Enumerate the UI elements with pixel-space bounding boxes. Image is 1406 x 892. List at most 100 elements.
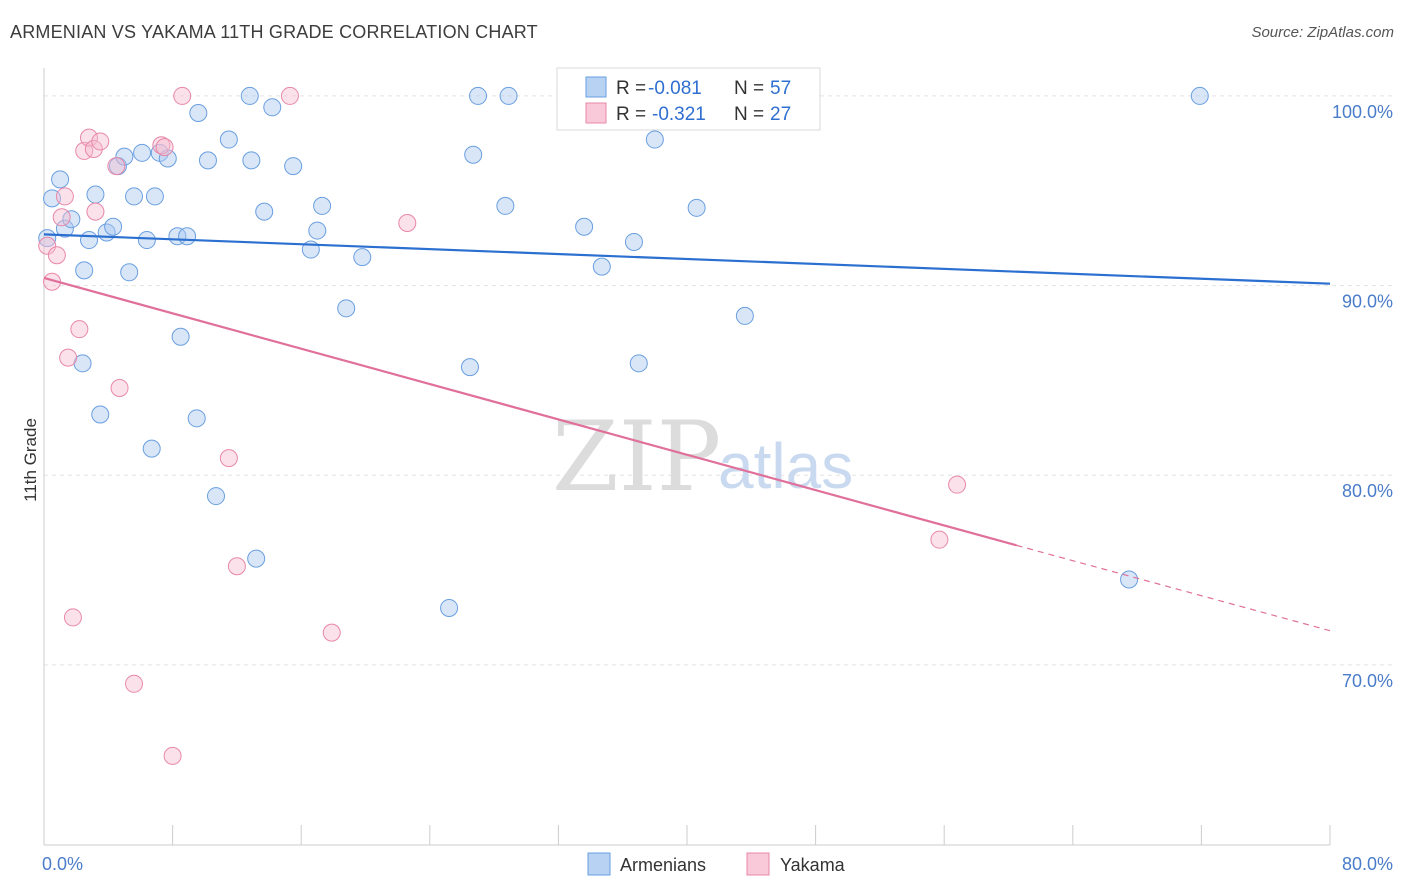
bottom-legend-swatch-armenians [587, 852, 611, 876]
armenian-point-11 [104, 217, 123, 236]
armenian-point-53 [687, 198, 706, 217]
bottom-legend-swatch-yakama [746, 852, 770, 876]
yakama-point-5 [59, 348, 78, 367]
legend-n-value-2: 27 [770, 104, 791, 125]
y-tick-label-100: 100.0% [1332, 102, 1393, 122]
yakama-point-17 [155, 138, 174, 157]
armenian-point-32 [247, 549, 266, 568]
armenian-point-37 [308, 221, 327, 240]
armenian-point-16 [133, 143, 152, 162]
armenian-point-26 [189, 103, 208, 122]
armenian-point-24 [178, 227, 197, 246]
legend-n-label-2: N = [734, 104, 764, 125]
yakama-point-13 [107, 157, 126, 176]
points-layer [38, 86, 1209, 765]
armenian-point-27 [198, 151, 217, 170]
legend-r-label-1: R = [616, 78, 646, 99]
yakama-point-24 [398, 213, 417, 232]
watermark: ZIP atlas [552, 401, 853, 513]
armenian-point-40 [353, 248, 372, 267]
armenian-point-35 [284, 157, 303, 176]
bottom-legend-armenians: Armenians [620, 855, 706, 875]
legend-r-label-2: R = [616, 104, 646, 125]
yakama-trend-line [43, 276, 1017, 547]
yakama-point-4 [55, 187, 74, 206]
legend-r-value-1: -0.081 [648, 78, 702, 99]
armenian-point-46 [499, 86, 518, 105]
bottom-legend-yakama: Yakama [780, 855, 846, 875]
armenian-trend-line [43, 233, 1331, 285]
gridlines [44, 95, 1392, 666]
yakama-point-23 [322, 623, 341, 642]
chart-title: ARMENIAN VS YAKAMA 11TH GRADE CORRELATIO… [10, 22, 538, 42]
yakama-point-14 [110, 378, 129, 397]
armenian-point-48 [575, 217, 594, 236]
y-tick-label-80: 80.0% [1342, 481, 1393, 501]
yakama-point-3 [52, 208, 71, 227]
armenian-point-33 [255, 202, 274, 221]
armenian-point-25 [187, 409, 206, 428]
armenian-point-54 [735, 306, 754, 325]
stats-legend: R = -0.081 N = 57 R = -0.321 N = 27 [556, 67, 821, 131]
yakama-trend-extension [1016, 544, 1331, 632]
armenian-point-14 [120, 263, 139, 282]
armenian-point-38 [313, 196, 332, 215]
yakama-point-26 [948, 475, 967, 494]
y-tick-label-90: 90.0% [1342, 292, 1393, 312]
legend-n-label-1: N = [734, 78, 764, 99]
armenian-point-55 [1120, 570, 1139, 589]
source-label: Source: ZipAtlas.com [1251, 24, 1394, 41]
axes [43, 68, 1331, 846]
yakama-point-22 [280, 86, 299, 105]
armenian-point-28 [207, 487, 226, 506]
armenian-point-19 [145, 187, 164, 206]
yakama-point-0 [38, 236, 57, 255]
armenian-point-8 [86, 185, 105, 204]
yakama-point-20 [219, 449, 238, 468]
x-tick-label-max: 80.0% [1342, 854, 1393, 874]
yakama-point-10 [84, 140, 103, 159]
yakama-point-12 [91, 132, 110, 151]
armenian-point-15 [125, 187, 144, 206]
armenian-point-2 [51, 170, 70, 189]
yakama-point-2 [47, 246, 66, 265]
armenian-point-29 [219, 130, 238, 149]
yakama-point-9 [80, 128, 99, 147]
armenian-point-30 [240, 86, 259, 105]
x-tick-label-min: 0.0% [42, 854, 83, 874]
armenian-point-44 [469, 86, 488, 105]
armenian-point-52 [645, 130, 664, 149]
armenian-point-56 [1190, 86, 1209, 105]
armenian-point-3 [55, 219, 74, 238]
yakama-point-15 [125, 674, 144, 693]
yakama-point-11 [86, 202, 105, 221]
yakama-point-18 [163, 746, 182, 765]
armenian-point-23 [171, 327, 190, 346]
armenian-point-41 [440, 598, 459, 617]
armenian-point-18 [142, 439, 161, 458]
armenian-point-42 [460, 358, 479, 377]
armenian-point-45 [496, 196, 515, 215]
bottom-legend: Armenians Yakama [587, 852, 846, 876]
yakama-point-19 [173, 86, 192, 105]
armenian-point-31 [242, 151, 261, 170]
armenian-point-49 [592, 257, 611, 276]
yakama-point-7 [70, 320, 89, 339]
yakama-point-25 [930, 530, 949, 549]
armenian-point-9 [91, 405, 110, 424]
watermark-atlas: atlas [718, 430, 853, 502]
trend-lines [43, 233, 1331, 632]
legend-swatch-yakama [585, 102, 607, 124]
armenian-point-51 [629, 354, 648, 373]
yakama-point-16 [152, 136, 171, 155]
tick-labels: 70.0% 80.0% 90.0% 100.0% 0.0% 80.0% [42, 102, 1393, 874]
y-axis-title: 11th Grade [21, 418, 40, 502]
legend-r-value-2: -0.321 [652, 104, 706, 125]
armenian-point-34 [263, 98, 282, 117]
y-tick-label-70: 70.0% [1342, 671, 1393, 691]
legend-n-value-1: 57 [770, 78, 791, 99]
yakama-point-21 [227, 557, 246, 576]
armenian-point-7 [80, 231, 99, 250]
armenian-point-43 [464, 145, 483, 164]
legend-swatch-armenians [585, 76, 607, 98]
